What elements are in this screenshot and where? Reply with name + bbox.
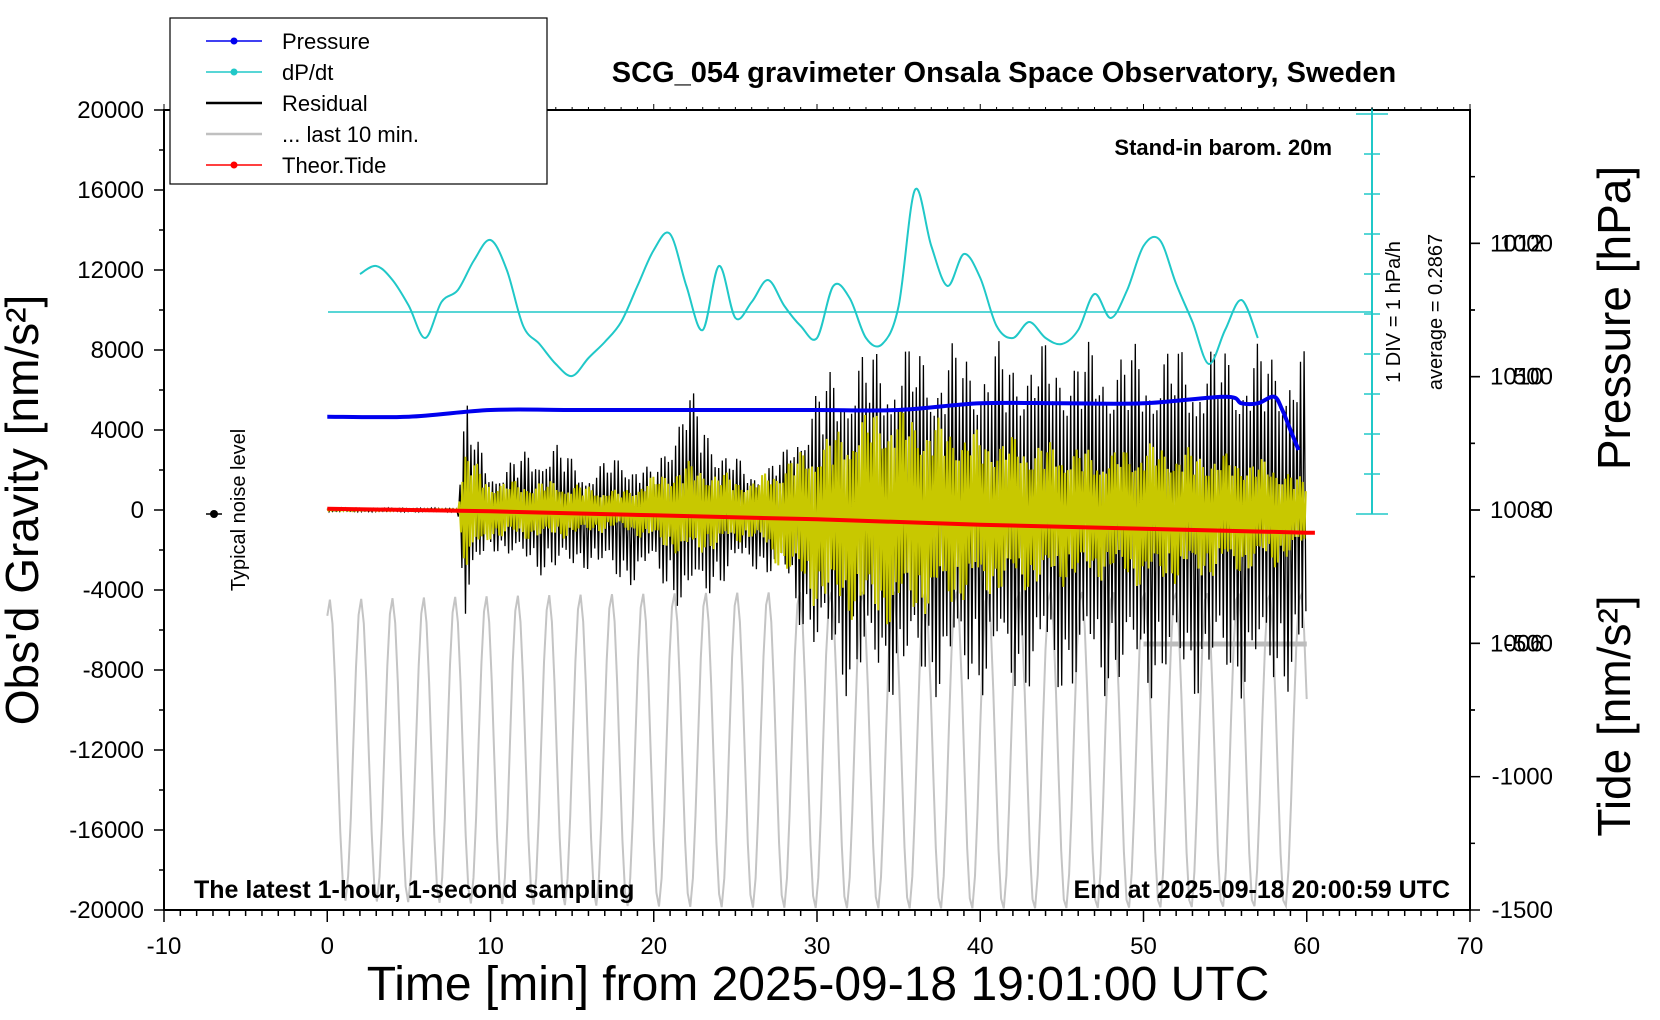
noise-level-label: Typical noise level [228,429,250,591]
legend-label: Theor.Tide [282,153,386,178]
dpdt-scale-bar [1356,108,1388,515]
y-tick-label-left: 12000 [77,257,144,284]
y-axis-tide: 1000 500 0 -500 -1000 -1500 [1470,230,1553,924]
x-tick-label: -10 [147,933,182,960]
pressure-tick-label: 1012 [1490,230,1543,257]
legend-marker [230,161,238,169]
filtered-residual-trace [326,409,1307,625]
filtered-residual-line [326,409,1307,625]
legend-label: dP/dt [282,60,333,85]
tide-tick-label: -1000 [1492,764,1553,791]
end-time-note: End at 2025-09-18 20:00:59 UTC [1073,876,1450,904]
pressure-trace [327,394,1301,451]
dpdt-trace [359,187,1259,378]
pressure-line [327,394,1301,451]
legend: Pressure dP/dt Residual ... last 10 min. The… [169,17,548,185]
dpdt-average-label: average = 0.2867 [1425,234,1447,390]
tide-tick-label: 500 [1513,364,1553,391]
barometer-note: Stand-in barom. 20m [1114,135,1332,160]
legend-label: Residual [282,91,368,116]
dpdt-line [359,187,1259,378]
tide-tick-label: 1000 [1500,230,1553,257]
tide-line [327,506,1315,535]
y-axis-left: 20000 16000 12000 8000 4000 0 -4000 -8000 -12000… [69,97,164,924]
x-tick-label: 70 [1457,933,1484,960]
y-tick-label-left: -8000 [83,657,144,684]
legend-marker [230,68,238,76]
tide-tick-label: -1500 [1492,897,1553,924]
noise-level-marker [206,510,222,518]
legend-item: Residual [206,91,368,116]
y-tick-label-left: 8000 [91,337,144,364]
x-tick-label: 50 [1130,933,1157,960]
tide-tick-label: 0 [1540,497,1553,524]
y-axis-title-left: Obs'd Gravity [nm/s²] [0,295,48,726]
legend-marker [230,37,238,45]
x-axis: -10 0 10 20 30 40 50 60 70 [147,104,1484,960]
legend-label: Pressure [282,29,370,54]
x-tick-label: 30 [804,933,831,960]
sampling-note: The latest 1-hour, 1-second sampling [194,876,634,904]
x-tick-label: 60 [1293,933,1320,960]
y-tick-label-left: 0 [131,497,144,524]
y-axis-title-tide: Tide [nm/s²] [1588,595,1640,836]
x-tick-label: 10 [477,933,504,960]
y-tick-label-left: -16000 [69,817,144,844]
y-axis-title-pressure: Pressure [hPa] [1588,166,1640,470]
legend-item: Theor.Tide [206,153,386,178]
y-tick-label-left: 20000 [77,97,144,124]
y-tick-label-left: 4000 [91,417,144,444]
legend-item: Pressure [206,29,370,54]
y-tick-label-left: -4000 [83,577,144,604]
pressure-tick-label: 1006 [1490,630,1543,657]
x-tick-label: 0 [321,933,334,960]
y-tick-label-left: 16000 [77,177,144,204]
legend-item: ... last 10 min. [206,122,419,147]
x-tick-label: 20 [640,933,667,960]
tide-trace [327,506,1315,535]
legend-box [169,17,548,185]
tide-tick-label: -500 [1505,630,1553,657]
chart-title: SCG_054 gravimeter Onsala Space Observat… [612,57,1396,89]
legend-item: dP/dt [206,60,333,85]
x-tick-label: 40 [967,933,994,960]
pressure-tick-label: 1008 [1490,497,1543,524]
y-tick-label-left: -12000 [69,737,144,764]
y-tick-label-left: -20000 [69,897,144,924]
dpdt-scale-label: 1 DIV = 1 hPa/h [1383,241,1405,383]
x-axis-title: Time [min] from 2025-09-18 19:01:00 UTC [367,958,1270,1011]
legend-label: ... last 10 min. [282,122,419,147]
pressure-tick-label: 1010 [1490,364,1543,391]
y-axis-pressure: 1012 1010 1008 1006 [1470,175,1543,711]
